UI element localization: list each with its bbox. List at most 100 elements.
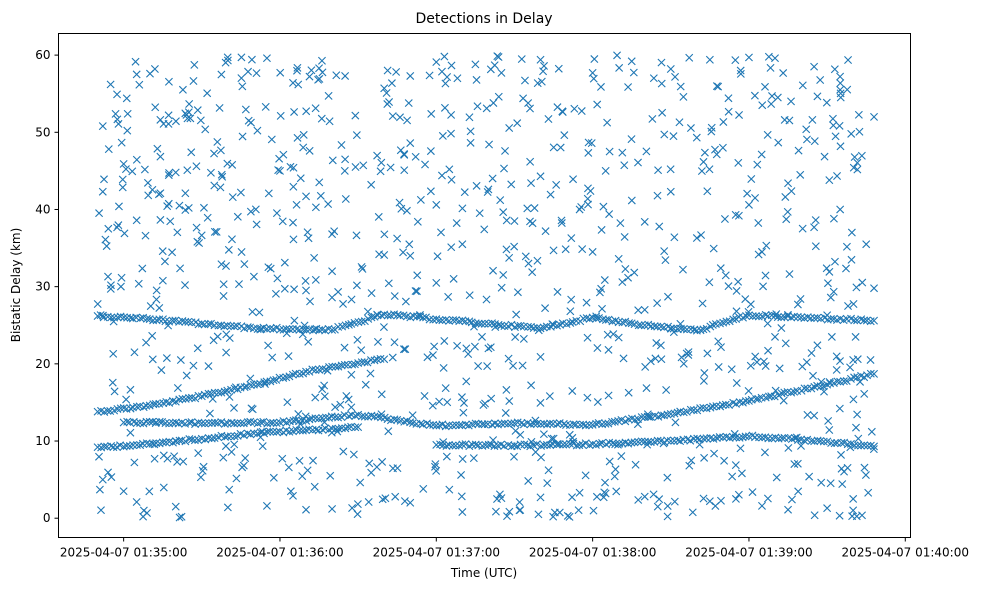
data-point xyxy=(285,325,294,334)
data-point xyxy=(458,455,467,464)
data-point xyxy=(669,132,678,141)
data-point xyxy=(239,461,248,470)
data-point xyxy=(130,348,139,357)
data-point xyxy=(670,497,679,506)
data-point xyxy=(536,55,545,64)
data-point xyxy=(528,268,537,277)
data-point xyxy=(719,117,728,126)
data-point xyxy=(317,114,326,123)
data-point xyxy=(860,389,869,398)
data-point xyxy=(643,410,652,419)
data-point xyxy=(736,444,745,453)
data-point xyxy=(863,441,872,450)
data-point xyxy=(377,158,386,167)
data-point xyxy=(380,355,389,364)
data-point xyxy=(673,325,682,334)
y-tick-label: 10 xyxy=(35,434,50,448)
data-point xyxy=(497,321,506,330)
data-point xyxy=(500,164,509,173)
data-point xyxy=(653,299,662,308)
data-point xyxy=(428,351,437,360)
data-point xyxy=(853,410,862,419)
data-point xyxy=(444,292,453,301)
data-point xyxy=(699,376,708,385)
y-tick-label: 0 xyxy=(43,511,51,525)
data-point xyxy=(429,420,438,429)
data-point xyxy=(656,341,665,350)
scatter-marks xyxy=(93,51,879,522)
data-point xyxy=(282,329,291,338)
data-point xyxy=(236,419,245,428)
data-point xyxy=(212,227,221,236)
data-point xyxy=(244,67,253,76)
data-point xyxy=(642,384,651,393)
data-point xyxy=(220,322,229,331)
data-point xyxy=(360,358,369,367)
data-point xyxy=(705,278,714,287)
data-point xyxy=(236,188,245,197)
data-point xyxy=(453,74,462,83)
data-point xyxy=(328,156,337,165)
data-point xyxy=(600,276,609,285)
data-point xyxy=(419,484,428,493)
data-point xyxy=(604,391,613,400)
data-point xyxy=(163,454,172,463)
data-point xyxy=(139,506,148,515)
data-point xyxy=(227,235,236,244)
data-point xyxy=(109,317,118,326)
data-point xyxy=(132,216,141,225)
data-point xyxy=(784,505,793,514)
data-point xyxy=(132,70,141,79)
data-point xyxy=(157,366,166,375)
data-point xyxy=(505,253,514,262)
data-point xyxy=(764,346,773,355)
data-point xyxy=(465,291,474,300)
data-point xyxy=(757,150,766,159)
data-point xyxy=(500,322,509,331)
data-point xyxy=(655,495,664,504)
data-point xyxy=(854,110,863,119)
data-point xyxy=(862,240,871,249)
data-point xyxy=(97,506,105,515)
data-point xyxy=(699,157,708,166)
data-point xyxy=(631,460,640,469)
data-point xyxy=(503,512,512,521)
data-point xyxy=(613,440,622,449)
data-point xyxy=(165,168,174,177)
data-point xyxy=(156,215,165,224)
data-point xyxy=(836,205,845,214)
data-point xyxy=(575,488,584,497)
data-point xyxy=(272,375,281,384)
data-point xyxy=(163,202,172,211)
data-point xyxy=(780,388,789,397)
data-point xyxy=(411,287,420,296)
data-point xyxy=(803,435,812,444)
data-point xyxy=(753,160,762,169)
data-point xyxy=(295,456,304,465)
data-point xyxy=(519,334,528,343)
data-point xyxy=(132,440,141,449)
data-point xyxy=(428,401,437,410)
data-point xyxy=(755,433,764,442)
data-point xyxy=(290,316,299,325)
data-point xyxy=(588,247,597,256)
data-point xyxy=(771,386,780,395)
data-point xyxy=(599,202,608,211)
data-point xyxy=(222,348,231,357)
data-point xyxy=(173,457,182,466)
data-point xyxy=(527,437,536,446)
data-point xyxy=(171,117,180,126)
data-point xyxy=(806,314,815,323)
data-point xyxy=(373,310,382,319)
data-point xyxy=(325,117,334,126)
data-point xyxy=(201,125,210,134)
data-point xyxy=(683,435,692,444)
data-point xyxy=(131,57,140,66)
data-point xyxy=(151,399,160,408)
data-point xyxy=(413,217,422,226)
data-point xyxy=(416,419,425,428)
data-point xyxy=(156,115,165,124)
data-point xyxy=(293,63,302,72)
data-point xyxy=(451,420,460,429)
data-point xyxy=(358,264,367,273)
